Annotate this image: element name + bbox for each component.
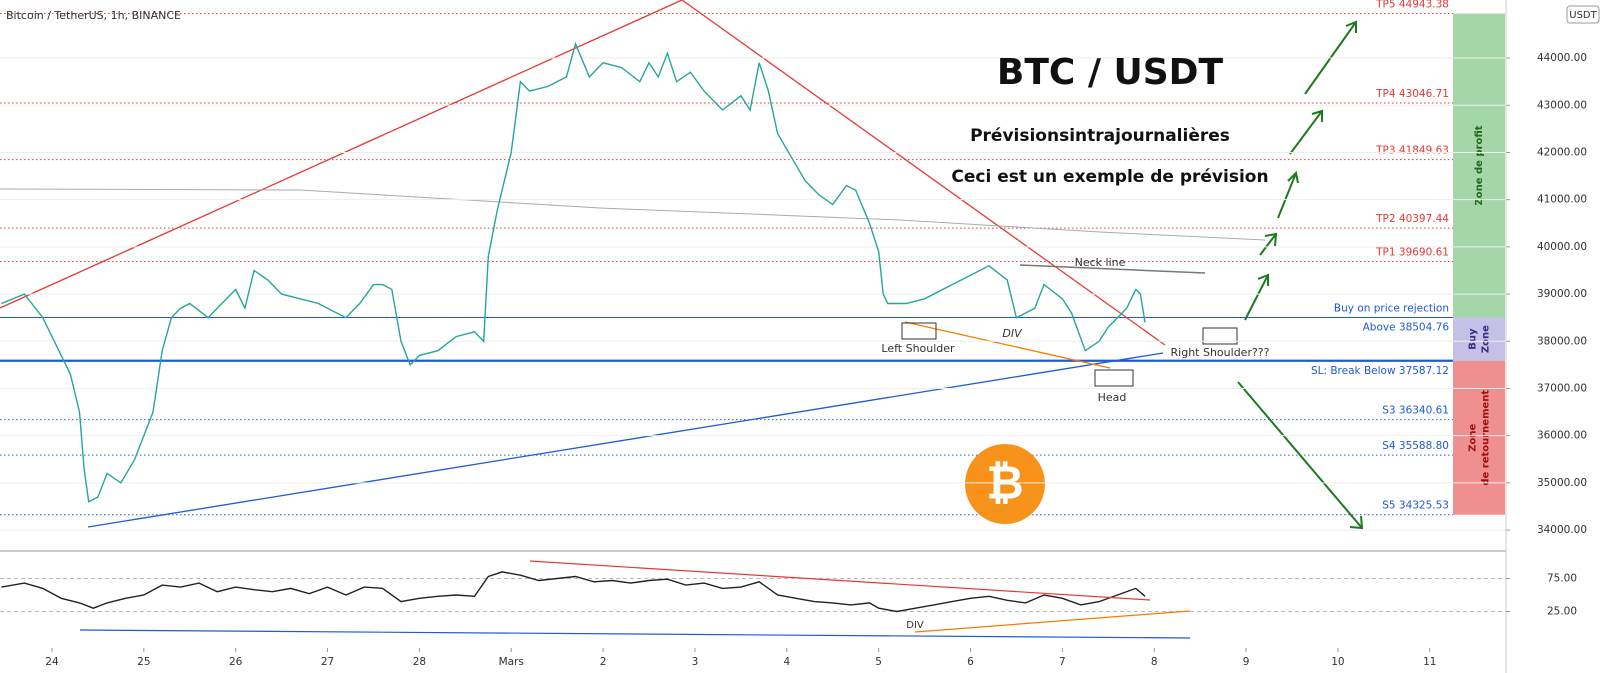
rsi-pane: 75.00 25.00 24 25 26 27 28 Mars 2 3 4 5 6 7 8 9 10 11	[0, 571, 1577, 668]
x-tick-label: 6	[967, 656, 974, 668]
headline: BTC / USDT	[997, 52, 1224, 93]
y-tick-label: 38000.00	[1537, 335, 1587, 347]
chart-title: Bitcoin / TetherUS, 1h, BINANCE	[6, 9, 181, 22]
annotation: DIV	[1002, 327, 1023, 340]
x-tick-label: 10	[1331, 656, 1344, 668]
price-series: 34000.00 35000.00 36000.00 37000.00 38000.00…	[0, 41, 1587, 536]
x-tick-label: 25	[137, 656, 150, 668]
moving-average	[0, 188, 1266, 241]
zone-label: Zone	[1468, 424, 1479, 452]
zone-label: Buy	[1468, 328, 1479, 350]
level-label: TP3 41849.63	[1375, 145, 1449, 157]
neck-line	[1019, 264, 1206, 274]
annotation: Head	[1098, 391, 1127, 404]
level-label: S5 34325.53	[1382, 500, 1449, 512]
x-tick-label: 2	[600, 656, 607, 668]
subtitle: Prévisionsintrajournalières	[970, 126, 1230, 146]
x-tick-label: 28	[413, 656, 426, 668]
series-line	[1, 571, 1146, 613]
level-label: S3 36340.61	[1382, 405, 1449, 417]
trend-line	[87, 352, 1164, 528]
series-line	[1, 41, 1146, 503]
zone-label: Zone de profit	[1474, 125, 1485, 205]
x-tick-label: 9	[1243, 656, 1250, 668]
y-tick-label: 39000.00	[1537, 288, 1587, 300]
level-label: Above 38504.76	[1363, 321, 1450, 333]
level-label: TP1 39690.61	[1375, 246, 1449, 258]
level-label: TP5 44943.38	[1375, 0, 1449, 11]
zone	[1453, 317, 1505, 361]
y-tick-label: 42000.00	[1537, 146, 1587, 158]
x-tick-label: Mars	[499, 656, 524, 668]
y-tick-label: 41000.00	[1537, 194, 1587, 206]
zone-label: de retournement	[1481, 390, 1492, 486]
currency: USDT	[1569, 10, 1597, 21]
currency-badge[interactable]	[1566, 5, 1600, 24]
levels: TP5 44943.38 TP4 43046.71 TP3 41849.63 TP2 …	[0, 0, 1453, 516]
annotation: DIV	[906, 620, 924, 631]
rsi-trend	[529, 560, 1151, 601]
level-label: TP4 43046.71	[1375, 88, 1449, 100]
x-tick-label: 4	[783, 656, 790, 668]
zone	[1453, 360, 1505, 515]
y-tick-label: 34000.00	[1537, 524, 1587, 536]
zone-label: Zone	[1481, 325, 1492, 353]
trend-line	[681, 0, 1166, 346]
x-tick-label: 8	[1151, 656, 1158, 668]
zone	[1453, 13, 1505, 318]
x-tick-label: 3	[692, 656, 699, 668]
y-tick-label: 25.00	[1547, 606, 1577, 618]
shoulder-box	[901, 322, 937, 340]
annotation: Right Shoulder???	[1171, 346, 1270, 359]
x-tick-label: 27	[321, 656, 334, 668]
trend-line	[0, 0, 683, 309]
y-tick-label: 36000.00	[1537, 430, 1587, 442]
rsi-trend	[914, 610, 1191, 633]
arrows	[1237, 20, 1364, 530]
rsi-trend	[79, 629, 1191, 639]
level-label: S4 35588.80	[1382, 440, 1449, 452]
annotation: Neck line	[1075, 256, 1126, 269]
x-tick-label: 26	[229, 656, 243, 668]
head-box	[1094, 369, 1134, 387]
x-tick-label: 5	[875, 656, 882, 668]
level-label: Buy on price rejection	[1334, 302, 1449, 314]
y-tick-label: 40000.00	[1537, 241, 1587, 253]
x-tick-label: 11	[1423, 656, 1436, 668]
y-tick-label: 43000.00	[1537, 99, 1587, 111]
y-tick-label: 44000.00	[1537, 52, 1587, 64]
div-line	[904, 321, 1111, 369]
note: Ceci est un exemple de prévision	[951, 167, 1268, 187]
x-tick-label: 7	[1059, 656, 1066, 668]
bitcoin-logo: ₿	[965, 444, 1045, 524]
y-tick-label: 35000.00	[1537, 477, 1587, 489]
y-tick-label: 75.00	[1547, 573, 1577, 585]
y-tick-label: 37000.00	[1537, 382, 1587, 394]
level-label: TP2 40397.44	[1375, 213, 1449, 225]
shoulder-box	[1202, 327, 1238, 345]
annotation: Left Shoulder	[881, 342, 955, 355]
x-tick-label: 24	[45, 656, 59, 668]
level-label: SL: Break Below 37587.12	[1311, 365, 1449, 377]
